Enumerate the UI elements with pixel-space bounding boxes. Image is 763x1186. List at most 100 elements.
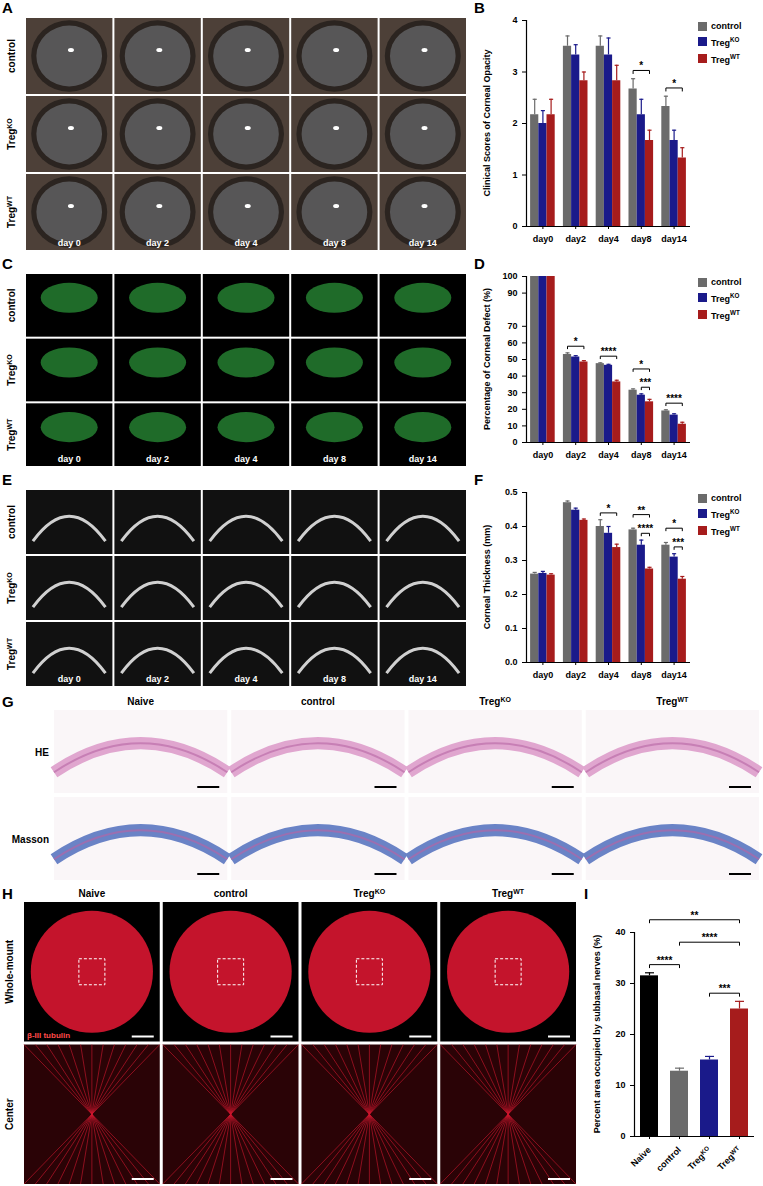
svg-text:TregKO: TregKO (6, 354, 17, 386)
svg-text:70: 70 (507, 321, 517, 331)
svg-text:control: control (301, 696, 335, 707)
svg-text:day0: day0 (533, 670, 554, 680)
svg-text:control: control (6, 505, 17, 539)
svg-text:control: control (654, 1145, 683, 1174)
svg-text:Naive: Naive (79, 888, 106, 899)
svg-text:day 8: day 8 (323, 674, 346, 684)
svg-text:Whole-mount: Whole-mount (4, 939, 15, 1004)
html-text:G: G (2, 693, 14, 710)
svg-text:day2: day2 (565, 234, 586, 244)
svg-text:****: **** (601, 346, 617, 357)
svg-text:day 8: day 8 (323, 454, 346, 464)
svg-text:2: 2 (512, 118, 517, 128)
svg-text:*: * (639, 60, 643, 71)
svg-text:day4: day4 (598, 670, 619, 680)
svg-text:TregWT: TregWT (6, 637, 17, 670)
svg-text:control: control (214, 888, 248, 899)
svg-text:TregWT: TregWT (656, 696, 689, 707)
svg-text:10: 10 (507, 421, 517, 431)
svg-text:TregWT: TregWT (6, 418, 17, 451)
svg-text:0: 0 (512, 221, 517, 231)
svg-text:0.4: 0.4 (505, 521, 518, 531)
svg-text:day 0: day 0 (58, 238, 81, 248)
svg-text:day 0: day 0 (58, 454, 81, 464)
svg-text:***: *** (672, 537, 684, 548)
svg-text:0.2: 0.2 (505, 589, 518, 599)
svg-text:control: control (6, 39, 17, 73)
svg-text:day2: day2 (565, 450, 586, 460)
svg-text:day 14: day 14 (409, 674, 437, 684)
svg-text:60: 60 (507, 338, 517, 348)
svg-text:TregWT: TregWT (715, 1144, 743, 1172)
svg-text:day4: day4 (598, 450, 619, 460)
svg-text:day8: day8 (631, 670, 652, 680)
svg-text:30: 30 (615, 978, 625, 988)
svg-text:****: **** (702, 932, 718, 943)
svg-text:TregKO: TregKO (685, 1144, 713, 1172)
svg-text:****: **** (638, 523, 654, 534)
svg-text:Naive: Naive (629, 1145, 653, 1169)
svg-text:Center: Center (4, 1098, 15, 1130)
svg-text:****: **** (666, 393, 682, 404)
svg-text:0.5: 0.5 (505, 487, 518, 497)
svg-text:HE: HE (35, 747, 49, 758)
svg-text:day 14: day 14 (409, 238, 437, 248)
svg-text:day 0: day 0 (58, 674, 81, 684)
svg-text:0: 0 (620, 1131, 625, 1141)
svg-text:*: * (672, 518, 676, 529)
svg-text:Masson: Masson (12, 834, 49, 845)
svg-text:0.0: 0.0 (505, 657, 518, 667)
svg-text:*: * (672, 78, 676, 89)
svg-text:20: 20 (615, 1029, 625, 1039)
svg-text:1: 1 (512, 170, 517, 180)
svg-text:****: **** (657, 955, 673, 966)
svg-text:day 4: day 4 (234, 674, 257, 684)
svg-text:0.3: 0.3 (505, 555, 518, 565)
svg-text:day0: day0 (533, 450, 554, 460)
svg-text:*: * (574, 336, 578, 347)
svg-text:day 2: day 2 (146, 238, 169, 248)
svg-text:TregWT: TregWT (6, 195, 17, 228)
svg-text:10: 10 (615, 1080, 625, 1090)
svg-text:50: 50 (507, 354, 517, 364)
svg-text:control: control (6, 288, 17, 322)
svg-text:30: 30 (507, 388, 517, 398)
svg-text:***: *** (719, 983, 731, 994)
svg-text:day 4: day 4 (234, 238, 257, 248)
svg-text:3: 3 (512, 67, 517, 77)
svg-text:**: ** (691, 910, 699, 921)
svg-text:day2: day2 (565, 670, 586, 680)
svg-text:100: 100 (502, 271, 517, 281)
svg-text:TregKO: TregKO (479, 696, 511, 707)
svg-text:Naive: Naive (127, 696, 154, 707)
svg-text:day8: day8 (631, 450, 652, 460)
svg-text:day8: day8 (631, 234, 652, 244)
svg-text:90: 90 (507, 288, 517, 298)
svg-text:day14: day14 (661, 670, 687, 680)
svg-text:40: 40 (615, 927, 625, 937)
svg-text:day 4: day 4 (234, 454, 257, 464)
svg-text:day14: day14 (661, 450, 687, 460)
svg-text:TregKO: TregKO (354, 888, 386, 899)
svg-text:0: 0 (512, 437, 517, 447)
svg-text:day 2: day 2 (146, 454, 169, 464)
svg-text:**: ** (637, 505, 645, 516)
svg-text:40: 40 (507, 371, 517, 381)
html-text:TregKO: TregKO (711, 36, 740, 48)
svg-text:TregKO: TregKO (6, 118, 17, 150)
svg-text:TregKO: TregKO (6, 572, 17, 604)
svg-text:*: * (639, 359, 643, 370)
svg-text:day0: day0 (533, 234, 554, 244)
svg-text:day 2: day 2 (146, 674, 169, 684)
svg-text:β-III tubulin: β-III tubulin (27, 1031, 70, 1040)
svg-text:day 14: day 14 (409, 454, 437, 464)
svg-text:day14: day14 (661, 234, 687, 244)
svg-text:day4: day4 (598, 234, 619, 244)
svg-text:20: 20 (507, 404, 517, 414)
svg-text:0.1: 0.1 (505, 623, 518, 633)
svg-text:4: 4 (512, 15, 517, 25)
svg-text:TregWT: TregWT (492, 888, 525, 899)
svg-text:day 8: day 8 (323, 238, 346, 248)
svg-text:*: * (607, 503, 611, 514)
svg-text:***: *** (640, 377, 652, 388)
